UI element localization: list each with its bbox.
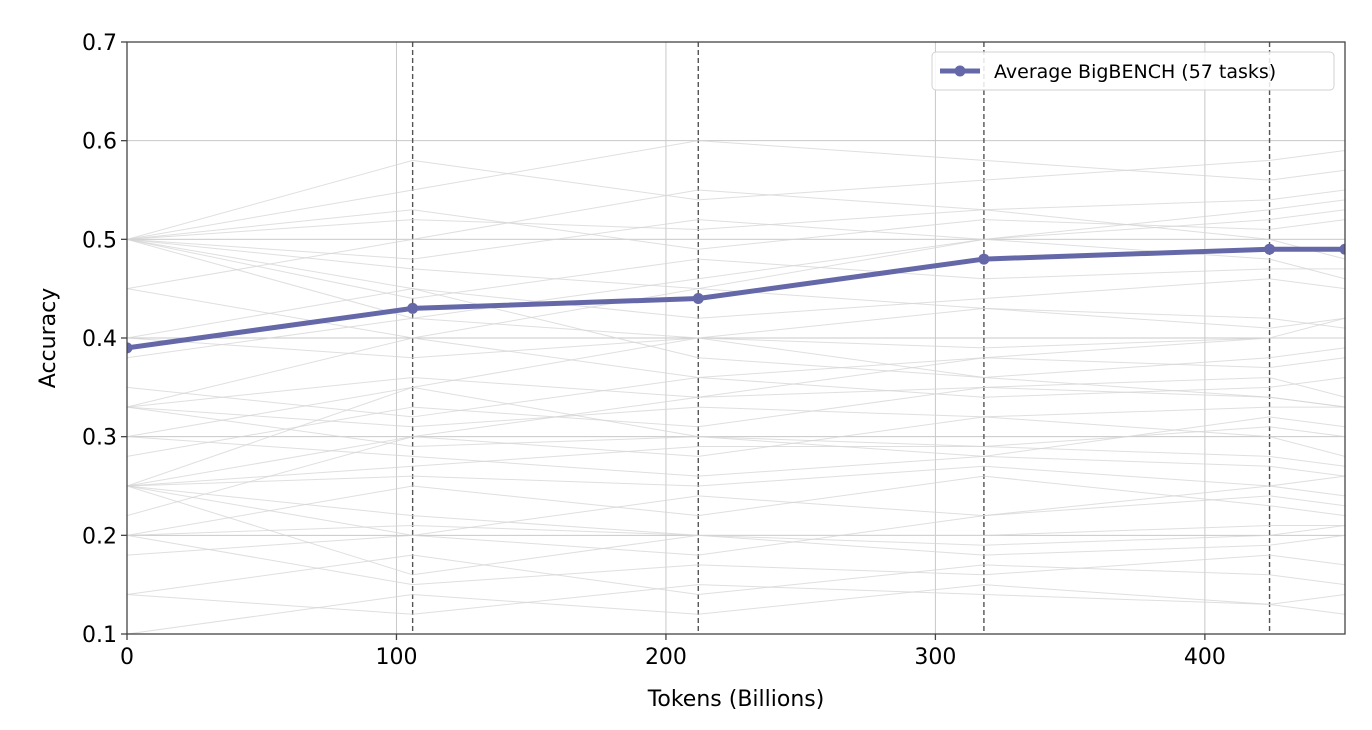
task-series-line — [127, 554, 1345, 596]
task-series-line — [127, 534, 1345, 586]
main-series — [127, 243, 1345, 354]
y-axis-title: Accuracy — [36, 288, 61, 388]
y-tick-label: 0.3 — [82, 426, 117, 451]
task-series-line — [127, 209, 1345, 408]
task-series-line — [127, 337, 1345, 438]
task-series-line — [127, 584, 1345, 634]
task-series-line — [127, 524, 1345, 536]
legend: Average BigBENCH (57 tasks) — [931, 51, 1335, 91]
average-series-point — [407, 302, 419, 314]
y-tick-label: 0.4 — [82, 327, 117, 352]
task-series-line — [127, 485, 1345, 576]
legend-swatch-marker — [954, 65, 966, 77]
task-series-line — [127, 475, 1345, 536]
average-series-point — [1264, 243, 1276, 255]
task-series-line — [127, 189, 1345, 240]
task-series-line — [127, 406, 1345, 428]
average-series-point — [692, 293, 704, 305]
task-series-line — [127, 140, 1345, 240]
task-series-line — [127, 238, 1345, 319]
y-tick-label: 0.7 — [82, 31, 117, 56]
grid — [126, 41, 1345, 635]
x-tick-label: 0 — [120, 645, 134, 670]
task-series-line — [127, 376, 1345, 408]
average-series-point — [127, 342, 133, 354]
task-series-line — [127, 436, 1345, 477]
task-series-line — [127, 485, 1345, 546]
task-series-line — [127, 416, 1345, 517]
x-tick-label: 300 — [914, 645, 956, 670]
task-series-line — [127, 485, 1345, 556]
task-series-line — [127, 238, 1345, 300]
task-series-line — [127, 278, 1345, 339]
x-ticks: 0 100 200 300 400 — [120, 634, 1226, 670]
task-series-line — [127, 376, 1345, 418]
task-series-line — [127, 317, 1345, 487]
y-tick-label: 0.2 — [82, 524, 117, 549]
task-series-line — [127, 199, 1345, 260]
task-series-line — [127, 189, 1345, 290]
x-axis-title: Tokens (Billions) — [647, 687, 825, 712]
y-tick-label: 0.5 — [82, 228, 117, 253]
task-series-line — [127, 446, 1345, 487]
average-series-line — [127, 246, 1345, 351]
task-series-line — [127, 386, 1345, 457]
x-tick-label: 100 — [375, 645, 417, 670]
task-series-line — [127, 485, 1345, 556]
x-tick-label: 200 — [645, 645, 687, 670]
task-series-line — [127, 150, 1345, 240]
task-series-line — [127, 337, 1345, 359]
y-tick-label: 0.6 — [82, 130, 117, 155]
background-series — [127, 140, 1345, 634]
task-series-line — [127, 406, 1345, 448]
task-series-line — [127, 209, 1345, 250]
x-tick-label: 400 — [1184, 645, 1226, 670]
task-series-line — [127, 288, 1345, 378]
task-series-line — [127, 307, 1345, 359]
task-series-line — [127, 584, 1345, 615]
task-series-line — [127, 238, 1345, 329]
legend-label: Average BigBENCH (57 tasks) — [994, 61, 1276, 83]
y-tick-label: 0.1 — [82, 623, 117, 648]
average-series-point — [978, 253, 990, 265]
legend-box — [931, 51, 1335, 91]
y-ticks: 0.1 0.2 0.3 0.4 0.5 0.6 0.7 — [82, 31, 127, 648]
task-series-line — [127, 465, 1345, 487]
average-series-point — [1339, 243, 1345, 255]
